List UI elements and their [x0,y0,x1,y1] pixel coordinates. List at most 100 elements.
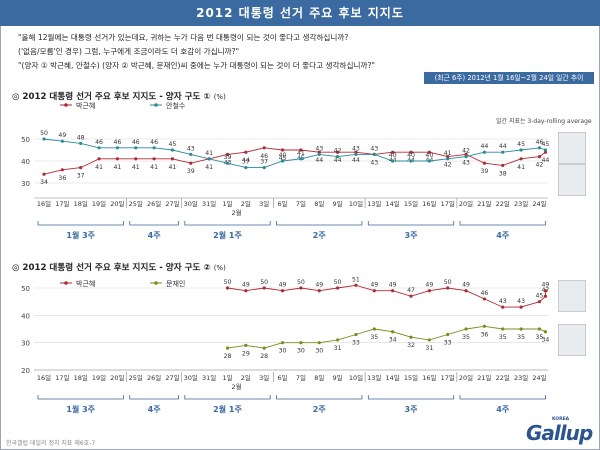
data-label: 36 [480,331,488,338]
x-tick-label: 16일 [37,373,51,382]
data-point [543,289,548,293]
data-label: 44 [480,143,488,150]
x-tick-label: 2일 [241,199,251,208]
x-tick-label: 19일 [92,373,106,382]
data-label: 33 [444,339,452,346]
data-label: 46 [113,139,121,146]
x-tick-label: 1일 [222,373,232,382]
data-point [464,155,468,159]
data-point [189,152,193,156]
data-point [427,150,431,154]
chart-1: 30 40 50 16일 17일 18일 19일 20일 25일 26일 27일 30일 31일 1일 2일… [21,101,549,240]
x-tick-label: 7일 [296,199,306,208]
y-tick-label: 20 [21,367,30,375]
data-point [317,152,321,156]
data-point [354,332,358,337]
data-label: 31 [425,345,433,352]
data-point [543,330,548,334]
data-point [244,166,248,170]
x-tick-label: 23일 [514,373,528,382]
data-label: 34 [389,337,397,344]
data-label: 49 [370,282,378,289]
week-bracket [37,221,124,226]
x-tick-label: 3일 [259,373,269,382]
x-tick-label: 3일 [259,199,269,208]
legend-marker [64,103,68,107]
x-tick-label: 31일 [202,199,216,208]
data-point [189,161,193,165]
y-tick-label: 40 [21,158,30,166]
data-label: 28 [260,353,268,360]
data-point [409,150,413,154]
data-label: 37 [77,173,85,180]
week-label: 4주 [148,405,162,414]
data-label: 35 [517,334,525,341]
chart-2-title-text: 2012 대통령 선거 주요 후보 지지도 - 양자 구도 ② [22,263,211,273]
data-point [391,289,395,293]
data-point [464,327,468,331]
data-label: 50 [444,279,452,286]
data-label: 41 [517,164,525,171]
data-point [152,157,156,161]
data-label: 49 [279,282,287,289]
data-label: 45 [169,141,177,148]
week-label: 1월 3주 [66,404,95,414]
data-label: 44 [334,157,342,164]
x-tick-label: 19일 [92,199,106,208]
ahn-photo [558,132,586,164]
data-label: 29 [242,350,250,357]
data-point [537,327,542,331]
x-tick-label: 16일 [37,199,51,208]
data-point [391,159,395,163]
week-bracket [367,221,455,226]
x-tick-label: 17일 [441,199,455,208]
data-label: 45 [536,293,544,300]
data-point [427,289,431,293]
data-point [501,305,505,309]
data-label: 42 [444,162,452,169]
data-point [446,155,450,159]
y-tick-label: 50 [21,285,30,293]
data-point [543,150,548,154]
week-bracket [129,221,179,226]
x-tick-label: 18일 [74,373,88,382]
question-line-1: "올해 12월에는 대통령 선거가 있는데요, 귀하는 누가 다음 번 대통령이… [18,33,349,42]
data-point [317,150,321,154]
data-point [60,168,64,172]
y-tick-label: 30 [21,180,30,188]
x-tick-label: 26일 [147,373,161,382]
data-point [97,157,101,161]
data-point [519,148,523,152]
legend-label: 박근혜 [76,101,95,110]
data-label: 46 [536,139,544,146]
x-tick-label: 21일 [477,199,491,208]
data-point [446,286,450,290]
moon-photo [558,324,586,356]
x-tick-label: 23일 [514,199,528,208]
period-label: (최근 6주) 2012년 1월 16일~2월 24일 일간 추이 [424,72,594,84]
x-tick-label: 15일 [404,199,418,208]
data-point [262,286,266,290]
data-label: 35 [499,334,507,341]
data-label: 34 [542,337,550,344]
data-point [336,155,340,159]
x-tick-label: 27일 [165,373,179,382]
data-label: 49 [542,282,550,289]
x-tick-label: 25일 [129,199,143,208]
week-bracket [276,395,363,400]
data-point [299,148,303,152]
data-point [501,163,505,167]
data-label: 40 [425,152,433,159]
x-tick-label: 26일 [147,199,161,208]
legend-marker [154,103,158,107]
data-point [501,327,505,331]
y-tick-label: 40 [21,312,30,320]
x-tick-label: 31일 [202,373,216,382]
data-label: 49 [462,282,470,289]
data-label: 37 [242,159,250,166]
data-point [207,157,211,161]
data-point [464,289,468,293]
data-label: 43 [370,159,378,166]
data-label: 43 [370,145,378,152]
legend-label: 안철수 [166,101,186,110]
